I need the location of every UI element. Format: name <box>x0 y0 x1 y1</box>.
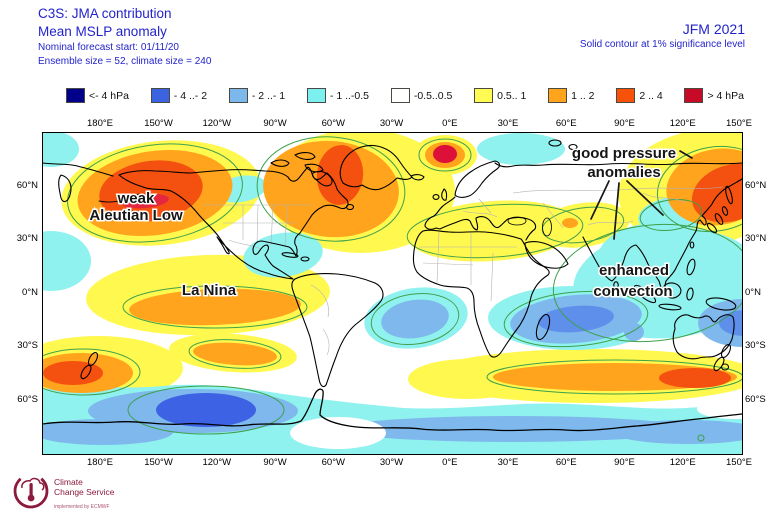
lon-tick-top: 90°W <box>263 118 287 129</box>
lon-tick-top: 150°E <box>726 118 752 129</box>
lon-tick-bottom: 120°W <box>202 457 232 468</box>
significance-note: Solid contour at 1% significance level <box>579 39 745 50</box>
forecast-start-text: Nominal forecast start: 01/11/20 <box>38 42 179 53</box>
legend-item: 0.5.. 1 <box>474 88 526 103</box>
c3s-logo-graphic: Climate Change Service implemented by EC… <box>13 473 115 510</box>
lon-tick-bottom: 150°E <box>726 457 752 468</box>
annotation-convection-line2: convection <box>593 283 672 300</box>
legend-item: - 4 ..- 2 <box>150 88 208 103</box>
annotation-leader-lines <box>590 150 693 240</box>
lat-tick-right: 30°S <box>745 340 766 352</box>
legend-label: - 1 ..-0.5 <box>329 89 370 102</box>
logo-text-line1: Climate <box>54 477 83 487</box>
antarctic-white-gaps <box>290 399 742 449</box>
lon-tick-bottom: 60°W <box>321 457 345 468</box>
c3s-logo: Climate Change Service implemented by EC… <box>8 467 158 515</box>
legend-color-swatch <box>474 88 494 103</box>
legend-item: <- 4 hPa <box>66 88 129 103</box>
lon-tick-top: 120°E <box>669 118 696 129</box>
legend-item: - 1 ..-0.5 <box>306 88 370 103</box>
season-label: JFM 2021 <box>682 21 745 37</box>
country-borders <box>203 186 724 356</box>
lon-tick-top: 150°W <box>144 118 173 129</box>
legend-color-swatch <box>66 88 85 103</box>
legend-item: > 4 hPa <box>684 88 744 103</box>
lon-tick-top: 30°W <box>379 118 404 129</box>
annotation-aleutian-line2: Aleutian Low <box>89 207 183 224</box>
lon-tick-top: 60°W <box>321 118 345 129</box>
lon-tick-top: 0°E <box>442 118 458 129</box>
logo-circle <box>13 473 49 509</box>
figure-source-title: C3S: JMA contribution <box>38 6 172 21</box>
annotation-la-nina: La Nina <box>182 282 237 299</box>
logo-text-line2: Change Service <box>54 487 115 497</box>
lon-tick-bottom: 150°W <box>144 457 173 468</box>
significance-contours <box>43 136 742 442</box>
lat-tick-right: 30°N <box>745 233 767 244</box>
map-frame: weak Aleutian Low La Nina good pressure … <box>42 132 743 455</box>
lat-tick-right: 60°S <box>745 393 766 405</box>
legend-color-swatch <box>150 88 170 103</box>
annotation-aleutian-line1: weak <box>117 190 155 207</box>
lon-tick-top: 120°W <box>202 118 232 129</box>
lon-tick-bottom: 90°E <box>614 457 635 468</box>
lat-tick-left: 30°N <box>16 233 38 244</box>
header-right: JFM 2021 Solid contour at 1% significanc… <box>580 21 745 52</box>
ensemble-size-text: Ensemble size = 52, climate size = 240 <box>38 56 212 67</box>
lat-tick-right: 0°N <box>745 286 761 298</box>
annotation-convection-line1: enhanced <box>599 262 669 279</box>
legend-color-swatch <box>616 88 636 103</box>
legend-color-swatch <box>548 88 568 103</box>
lon-tick-top: 60°E <box>555 118 577 129</box>
legend-item: -0.5..0.5 <box>390 88 453 103</box>
lat-tick-left: 0°N <box>22 286 38 298</box>
legend-label: 1 .. 2 <box>571 89 595 102</box>
lat-tick-right: 60°N <box>745 179 767 191</box>
legend-item: - 2 ..- 1 <box>228 88 286 103</box>
map-annotations: weak Aleutian Low La Nina good pressure … <box>88 144 678 302</box>
legend-item: 2 .. 4 <box>616 88 663 103</box>
header-left: C3S: JMA contribution Mean MSLP anomaly … <box>38 5 211 69</box>
lat-tick-left: 60°S <box>17 393 38 405</box>
annotation-pressure-line1: good pressure <box>572 145 676 162</box>
lon-tick-bottom: 30°E <box>497 457 519 468</box>
lon-tick-bottom: 90°W <box>263 457 287 468</box>
legend-label: 2 .. 4 <box>639 89 663 102</box>
logo-text-line3: implemented by ECMWF <box>54 504 110 510</box>
lon-tick-top: 90°E <box>614 118 635 129</box>
lon-tick-bottom: 180°E <box>87 457 113 468</box>
lon-tick-bottom: 120°E <box>669 457 696 468</box>
legend-label: > 4 hPa <box>707 89 744 102</box>
logo-cloud-icon <box>21 477 45 491</box>
lat-tick-left: 60°N <box>16 179 38 191</box>
lon-tick-bottom: 30°W <box>379 457 404 468</box>
legend-color-swatch <box>228 88 248 103</box>
lon-tick-bottom: 0°E <box>442 457 458 468</box>
lon-tick-top: 30°E <box>497 118 519 129</box>
legend-color-swatch <box>390 88 410 103</box>
world-map: weak Aleutian Low La Nina good pressure … <box>43 133 742 454</box>
legend-label: <- 4 hPa <box>89 89 129 102</box>
legend-label: -0.5..0.5 <box>413 89 453 102</box>
legend-item: 1 .. 2 <box>548 88 595 103</box>
legend-color-swatch <box>306 88 326 103</box>
anomaly-blue-layer <box>156 305 742 427</box>
color-legend: <- 4 hPa - 4 ..- 2 - 2 ..- 1 - 1 ..-0.5 -0.5… <box>66 88 744 103</box>
figure-variable-title: Mean MSLP anomaly <box>38 24 167 39</box>
lon-tick-bottom: 60°E <box>555 457 577 468</box>
lon-tick-top: 180°E <box>87 118 113 129</box>
legend-label: - 2 ..- 1 <box>251 89 286 102</box>
lat-tick-left: 30°S <box>17 340 38 352</box>
annotation-pressure-line2: anomalies <box>587 164 660 181</box>
legend-color-swatch <box>684 88 704 103</box>
legend-label: 0.5.. 1 <box>497 89 527 102</box>
coastlines <box>43 139 742 432</box>
logo-thermometer-bulb <box>27 494 35 502</box>
logo-thermometer-icon <box>29 483 33 496</box>
legend-label: - 4 ..- 2 <box>173 89 208 102</box>
